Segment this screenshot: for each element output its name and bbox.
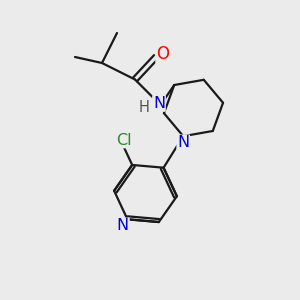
Text: Cl: Cl <box>116 133 132 148</box>
Text: N: N <box>177 135 189 150</box>
Text: O: O <box>156 45 169 63</box>
Text: H: H <box>139 100 149 116</box>
Text: N: N <box>117 218 129 233</box>
Text: N: N <box>153 96 165 111</box>
